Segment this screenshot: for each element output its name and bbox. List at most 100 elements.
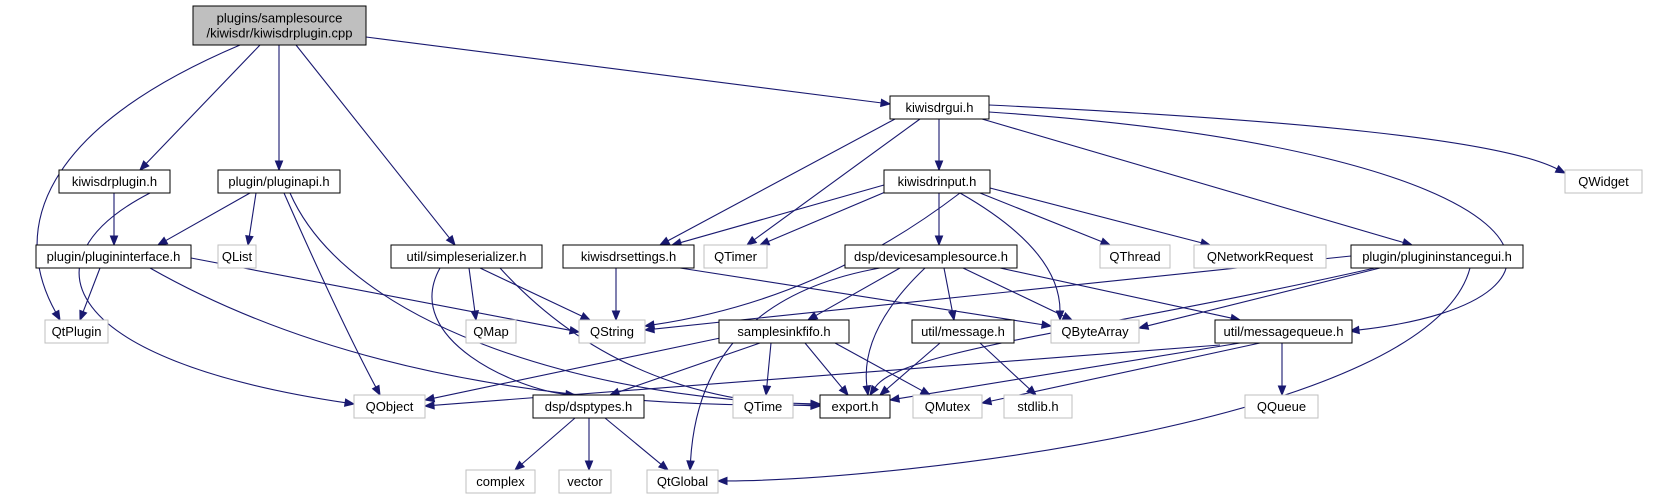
- node-kiwisdrgui[interactable]: kiwisdrgui.h: [889, 95, 990, 120]
- node-plugininterface[interactable]: plugin/plugininterface.h: [35, 244, 192, 269]
- edge-line: [834, 342, 923, 392]
- node-box: [558, 469, 612, 494]
- node-label: kiwisdrsettings.h: [581, 249, 676, 264]
- edge-arrowhead: [806, 311, 819, 321]
- edge-message-to-stdlib: [979, 342, 1037, 396]
- node-qstring: QString: [578, 319, 646, 344]
- edge-kiwisdrplugin-to-qobject: [78, 192, 356, 407]
- node-kiwisdrplugin[interactable]: kiwisdrplugin.h: [58, 169, 171, 194]
- node-qtimer: QTimer: [703, 244, 768, 269]
- node-box: [35, 244, 192, 269]
- edge-line: [768, 189, 891, 242]
- node-label: util/message.h: [921, 324, 1005, 339]
- node-kiwisdrinput[interactable]: kiwisdrinput.h: [883, 169, 991, 194]
- edge-samplesinkfifo-to-dsptypes: [608, 342, 761, 396]
- node-qtglobal: QtGlobal: [646, 469, 719, 494]
- edge-line: [431, 267, 567, 395]
- edge-line: [289, 192, 812, 405]
- edge-arrowhead: [686, 460, 695, 472]
- edge-arrowhead: [888, 394, 901, 403]
- node-label: QNetworkRequest: [1207, 249, 1314, 264]
- edge-samplesinkfifo-to-qobject: [423, 336, 726, 403]
- node-export[interactable]: export.h: [819, 394, 891, 419]
- node-qqueue: QQueue: [1244, 394, 1319, 419]
- edge-arrowhead: [423, 400, 435, 410]
- edge-line: [680, 184, 885, 244]
- edge-dsptypes-to-complex: [513, 417, 576, 471]
- node-complex: complex: [465, 469, 536, 494]
- edge-line: [1147, 267, 1381, 327]
- edge-line: [981, 118, 1404, 243]
- node-vector: vector: [558, 469, 612, 494]
- edge-dsptypes-to-vector: [584, 418, 594, 472]
- node-box: [703, 244, 768, 269]
- node-box: [1214, 319, 1353, 344]
- node-box: [646, 469, 719, 494]
- edge-arrowhead: [869, 384, 879, 397]
- edge-line: [999, 267, 1232, 319]
- node-message[interactable]: util/message.h: [911, 319, 1015, 344]
- edge-line: [433, 336, 726, 399]
- node-label: plugin/plugininstancegui.h: [1362, 249, 1512, 264]
- node-qwidget: QWidget: [1564, 169, 1643, 194]
- node-root[interactable]: plugins/samplesource/kiwisdr/kiwisdrplug…: [192, 5, 367, 46]
- node-label: QWidget: [1578, 174, 1629, 189]
- node-devicesamplesource[interactable]: dsp/devicesamplesource.h: [844, 244, 1018, 269]
- edge-arrowhead: [343, 398, 356, 407]
- edge-pluginapi-to-plugininterface: [156, 192, 251, 246]
- edge-arrowhead: [513, 460, 526, 471]
- edge-arrowhead: [716, 476, 728, 486]
- edge-kiwisdrgui-to-messagequeue: [988, 111, 1508, 335]
- edge-plugininstancegui-to-qtglobal: [716, 267, 1471, 486]
- node-simpleserializer[interactable]: util/simpleserializer.h: [390, 244, 543, 269]
- edge-kiwisdrinput-to-qtimer: [758, 189, 891, 246]
- node-kiwisdrsettings[interactable]: kiwisdrsettings.h: [562, 244, 695, 269]
- edge-kiwisdrgui-to-kiwisdrinput: [934, 119, 944, 172]
- edge-line: [78, 192, 346, 404]
- edge-line: [667, 118, 896, 242]
- edge-arrowhead: [1026, 385, 1037, 396]
- node-box: [732, 394, 794, 419]
- edge-line: [988, 104, 1558, 170]
- node-messagequeue[interactable]: util/messagequeue.h: [1214, 319, 1353, 344]
- node-label: export.h: [832, 399, 879, 414]
- node-label: QByteArray: [1061, 324, 1129, 339]
- edge-devicesamplesource-to-export: [862, 267, 926, 397]
- node-pluginapi[interactable]: plugin/pluginapi.h: [217, 169, 341, 194]
- edge-line: [886, 342, 941, 390]
- edge-devicesamplesource-to-qbytearray: [962, 267, 1074, 321]
- node-box: [353, 394, 426, 419]
- node-plugininstancegui[interactable]: plugin/plugininstancegui.h: [1350, 244, 1524, 269]
- edge-arrowhead: [1277, 385, 1287, 397]
- node-box: [465, 469, 536, 494]
- edge-arrowhead: [862, 385, 872, 397]
- edge-kiwisdrgui-to-qwidget: [988, 104, 1567, 174]
- node-box: [1003, 394, 1073, 419]
- edge-line: [898, 342, 1241, 400]
- edge-line: [36, 44, 241, 313]
- edge-kiwisdrgui-to-plugininstancegui: [981, 118, 1414, 247]
- edge-line: [295, 44, 450, 239]
- node-label: QMap: [473, 324, 508, 339]
- edge-kiwisdrinput-to-devicesamplesource: [934, 193, 944, 247]
- edge-kiwisdrinput-to-qnetworkrequest: [989, 187, 1212, 247]
- edge-arrowhead: [947, 309, 957, 322]
- edge-line: [989, 187, 1202, 244]
- edge-line: [943, 267, 953, 312]
- edge-devicesamplesource-to-qtglobal: [686, 267, 881, 472]
- node-box: [390, 244, 543, 269]
- node-samplesinkfifo[interactable]: samplesinkfifo.h: [718, 319, 850, 344]
- edge-arrowhead: [51, 309, 61, 322]
- node-box: [578, 319, 646, 344]
- edge-root-to-kiwisdrgui: [365, 36, 892, 108]
- node-dsptypes[interactable]: dsp/dsptypes.h: [532, 394, 645, 419]
- node-label: plugin/plugininterface.h: [47, 249, 181, 264]
- edge-line: [753, 118, 921, 241]
- node-box: [1564, 169, 1643, 194]
- node-label: samplesinkfifo.h: [737, 324, 830, 339]
- edge-arrowhead: [470, 310, 480, 322]
- node-label: QString: [590, 324, 634, 339]
- node-stdlib: stdlib.h: [1003, 394, 1073, 419]
- node-box: [562, 244, 695, 269]
